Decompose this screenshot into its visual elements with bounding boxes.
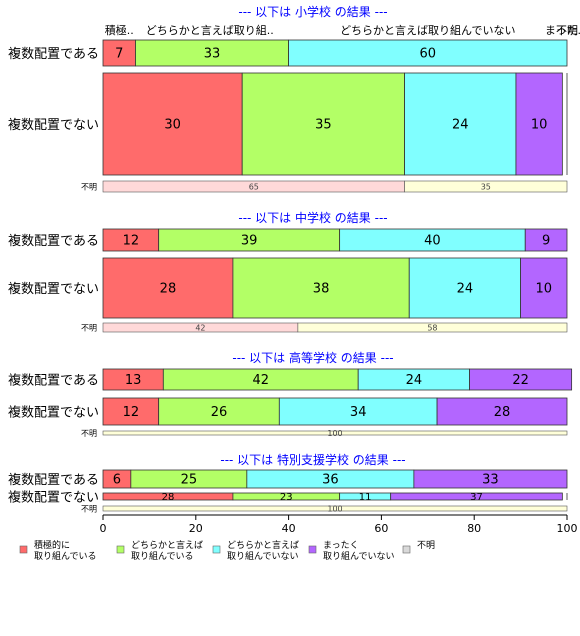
data-label: 28: [162, 492, 175, 503]
row-label: 不明: [81, 429, 97, 438]
data-label: 9: [542, 234, 550, 249]
row-label: 複数配置でない: [8, 281, 99, 297]
data-label: 60: [420, 47, 437, 62]
row-label: 複数配置でない: [8, 405, 99, 421]
data-label: 23: [280, 492, 293, 503]
bar-segment: [404, 180, 568, 193]
bar-segment: [102, 430, 568, 436]
legend-label: 取り組んでいない: [323, 550, 395, 562]
data-label: 42: [252, 373, 269, 388]
data-label: 28: [160, 282, 177, 297]
bar-segment: [520, 257, 568, 319]
row-label: 不明: [81, 505, 97, 514]
top-category-label: どちらかと言えば取り組んでいない: [340, 24, 515, 37]
data-label: 100: [327, 504, 342, 513]
data-label: 10: [536, 282, 553, 297]
data-label: 24: [452, 118, 469, 133]
bar-segment: [102, 397, 160, 426]
row-label: 複数配置でない: [8, 117, 99, 133]
row-label: 不明: [81, 324, 97, 333]
data-label: 34: [350, 405, 367, 420]
legend-label: どちらかと言えば: [131, 539, 203, 551]
legend-label: 取り組んでいない: [227, 550, 299, 562]
bar-segment: [436, 397, 568, 426]
legend-swatch: [19, 545, 28, 554]
legend-swatch: [116, 545, 125, 554]
data-label: 28: [494, 405, 511, 420]
legend-swatch: [212, 545, 221, 554]
x-tick-label: 20: [189, 522, 203, 535]
top-category-label: 不明: [556, 24, 578, 37]
bar-segment: [413, 469, 568, 489]
bar-segment: [102, 505, 568, 512]
row-label: 不明: [81, 183, 97, 192]
row-label: 複数配置である: [8, 233, 99, 249]
x-tick-label: 80: [467, 522, 481, 535]
top-category-label: まった..: [545, 24, 580, 37]
group-title: --- 以下は 小学校 の結果 ---: [238, 4, 387, 19]
data-label: 65: [249, 182, 259, 191]
data-label: 13: [125, 373, 142, 388]
data-label: 11: [359, 492, 372, 503]
row-label: 複数配置である: [8, 373, 99, 389]
data-label: 24: [457, 282, 474, 297]
bar-segment: [390, 492, 563, 501]
legend-swatch: [308, 545, 317, 554]
data-label: 37: [470, 492, 483, 503]
row-label: 複数配置である: [8, 472, 99, 488]
data-label: 22: [512, 373, 529, 388]
x-tick-label: 0: [100, 522, 107, 535]
data-label: 42: [195, 323, 205, 332]
data-label: 7: [115, 47, 123, 62]
bar-segment: [408, 257, 521, 319]
bar-segment: [469, 368, 573, 391]
data-label: 12: [123, 234, 140, 249]
data-label: 6: [113, 473, 121, 488]
data-label: 100: [327, 429, 342, 438]
bar-segment: [102, 257, 234, 319]
data-label: 12: [123, 405, 140, 420]
bar-segment: [404, 72, 517, 176]
bar-segment: [241, 72, 405, 176]
data-label: 25: [181, 473, 198, 488]
data-label: 35: [481, 182, 491, 191]
row-label: 複数配置でない: [8, 490, 99, 506]
data-label: 26: [211, 405, 228, 420]
bar-segment: [135, 39, 289, 67]
legend-label: 不明: [417, 540, 435, 551]
row-label: 複数配置である: [8, 46, 99, 62]
legend-label: 取り組んでいる: [131, 550, 194, 562]
x-tick-label: 60: [374, 522, 388, 535]
data-label: 35: [315, 118, 332, 133]
bar-segment: [297, 322, 568, 333]
data-label: 58: [427, 323, 437, 332]
data-label: 39: [241, 234, 258, 249]
bar-segment: [524, 228, 568, 252]
top-category-label: 積極..: [105, 23, 134, 37]
data-label: 24: [406, 373, 423, 388]
legend-label: 取り組んでいる: [34, 550, 97, 562]
legend-label: 積極的に: [34, 539, 70, 551]
bar-segment: [278, 397, 438, 426]
group-title: --- 以下は 中学校 の結果 ---: [238, 210, 387, 225]
data-label: 36: [322, 473, 339, 488]
data-label: 30: [164, 118, 181, 133]
group-title: --- 以下は 高等学校 の結果 ---: [232, 350, 393, 365]
group-title: --- 以下は 特別支援学校 の結果 ---: [220, 452, 405, 467]
data-label: 10: [531, 118, 548, 133]
legend-label: まったく: [323, 540, 359, 551]
bar-segment: [515, 72, 563, 176]
x-tick-label: 40: [282, 522, 296, 535]
data-label: 38: [313, 282, 330, 297]
legend-swatch: [402, 545, 411, 554]
data-label: 33: [482, 473, 499, 488]
bar-segment: [102, 72, 243, 176]
legend-label: どちらかと言えば: [227, 539, 299, 551]
data-label: 40: [424, 234, 441, 249]
bar-segment: [288, 39, 568, 67]
x-tick-label: 100: [557, 522, 578, 535]
data-label: 33: [204, 47, 221, 62]
top-category-label: どちらかと言えば取り組..: [146, 24, 274, 37]
